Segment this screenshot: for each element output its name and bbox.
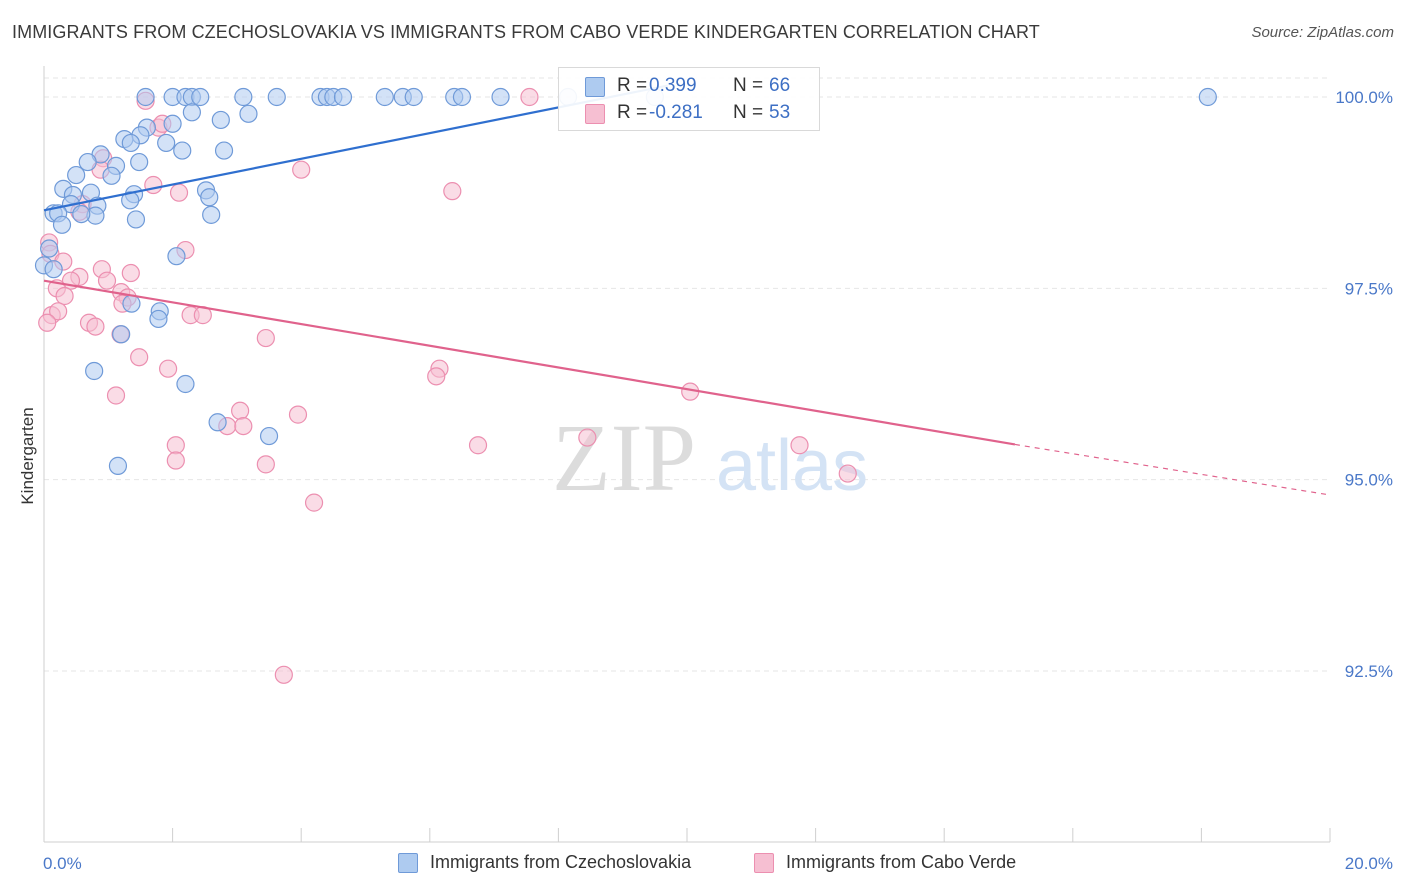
data-point-czechoslovakia bbox=[112, 325, 131, 344]
data-point-cabo-verde bbox=[443, 182, 462, 201]
data-point-cabo-verde bbox=[292, 160, 311, 179]
data-point-czechoslovakia bbox=[173, 141, 192, 160]
data-point-cabo-verde bbox=[256, 328, 275, 348]
data-point-czechoslovakia bbox=[157, 133, 176, 153]
data-point-czechoslovakia bbox=[126, 210, 146, 229]
data-point-cabo-verde bbox=[166, 451, 185, 470]
data-point-czechoslovakia bbox=[491, 87, 510, 107]
series-cabo-verde bbox=[38, 87, 857, 684]
data-point-cabo-verde bbox=[130, 348, 149, 367]
data-point-czechoslovakia bbox=[234, 87, 253, 107]
data-point-czechoslovakia bbox=[333, 87, 353, 107]
data-point-czechoslovakia bbox=[78, 152, 97, 172]
data-point-czechoslovakia bbox=[404, 87, 423, 107]
data-point-czechoslovakia bbox=[163, 114, 182, 133]
legend-swatch-blue bbox=[585, 77, 605, 97]
stats-legend: R = 0.399 N = 66 R = -0.281 N = 53 bbox=[558, 67, 820, 131]
data-point-czechoslovakia bbox=[108, 456, 128, 475]
data-point-czechoslovakia bbox=[67, 165, 86, 185]
legend-n-label: N = bbox=[733, 102, 764, 123]
data-point-czechoslovakia bbox=[72, 204, 91, 224]
legend-swatch-pink bbox=[754, 853, 774, 873]
watermark-zip: ZIP bbox=[552, 404, 696, 511]
data-point-cabo-verde bbox=[121, 263, 140, 283]
y-tick-label: 95.0% bbox=[1345, 471, 1393, 490]
data-point-czechoslovakia bbox=[191, 87, 210, 107]
data-point-cabo-verde bbox=[288, 405, 308, 424]
data-point-czechoslovakia bbox=[200, 188, 219, 207]
grid-lines bbox=[44, 77, 1330, 672]
data-point-czechoslovakia bbox=[239, 104, 258, 123]
legend-label-cabo-verde: Immigrants from Cabo Verde bbox=[786, 852, 1017, 872]
data-point-cabo-verde bbox=[106, 386, 126, 405]
data-point-czechoslovakia bbox=[259, 426, 279, 446]
data-point-cabo-verde bbox=[838, 464, 857, 483]
legend-n-value: 66 bbox=[769, 75, 791, 96]
data-point-czechoslovakia bbox=[208, 413, 227, 432]
trend-line-cabo-verde-extension bbox=[1014, 443, 1331, 496]
data-point-cabo-verde bbox=[55, 286, 74, 306]
y-tick-label: 100.0% bbox=[1335, 88, 1393, 107]
data-point-czechoslovakia bbox=[85, 361, 104, 381]
data-point-cabo-verde bbox=[231, 401, 250, 420]
data-point-czechoslovakia bbox=[176, 374, 195, 394]
y-tick-label: 92.5% bbox=[1345, 662, 1393, 681]
data-point-czechoslovakia bbox=[121, 133, 140, 153]
data-point-czechoslovakia bbox=[102, 166, 121, 185]
data-point-cabo-verde bbox=[427, 367, 446, 386]
data-point-czechoslovakia bbox=[44, 260, 63, 279]
axes bbox=[43, 66, 1331, 843]
legend-n-value: 53 bbox=[769, 102, 791, 123]
data-point-cabo-verde bbox=[166, 436, 185, 455]
legend-swatch-pink bbox=[585, 104, 605, 124]
data-point-cabo-verde bbox=[790, 436, 809, 455]
data-point-cabo-verde bbox=[169, 183, 189, 202]
data-point-cabo-verde bbox=[38, 313, 57, 332]
source-label: Source: ZipAtlas.com bbox=[1251, 24, 1394, 41]
legend-r-value: -0.281 bbox=[649, 102, 703, 123]
trend-line-cabo-verde bbox=[43, 279, 1016, 446]
data-point-cabo-verde bbox=[144, 175, 163, 195]
tick-labels: 92.5% 95.0% 97.5% 100.0% 0.0% 20.0% bbox=[43, 88, 1393, 873]
data-point-cabo-verde bbox=[578, 428, 597, 447]
data-point-cabo-verde bbox=[158, 359, 178, 378]
data-point-czechoslovakia bbox=[122, 294, 141, 313]
data-point-czechoslovakia bbox=[211, 110, 230, 130]
watermark: ZIP atlas bbox=[552, 404, 868, 511]
legend-r-label: R = bbox=[617, 75, 648, 96]
legend-r-value: 0.399 bbox=[649, 75, 697, 96]
data-point-czechoslovakia bbox=[375, 87, 394, 107]
legend-r-label: R = bbox=[617, 102, 648, 123]
data-point-czechoslovakia bbox=[121, 191, 140, 210]
legend-swatch-blue bbox=[398, 853, 418, 873]
data-point-cabo-verde bbox=[256, 455, 275, 474]
data-point-cabo-verde bbox=[304, 493, 324, 512]
data-point-cabo-verde bbox=[97, 271, 117, 290]
data-point-cabo-verde bbox=[49, 302, 68, 321]
data-point-cabo-verde bbox=[86, 317, 105, 336]
data-point-czechoslovakia bbox=[214, 141, 234, 160]
data-point-czechoslovakia bbox=[182, 103, 201, 122]
y-tick-label: 97.5% bbox=[1345, 279, 1393, 298]
data-point-czechoslovakia bbox=[202, 205, 221, 224]
data-point-cabo-verde bbox=[274, 665, 293, 684]
data-point-czechoslovakia bbox=[130, 152, 149, 172]
data-point-czechoslovakia bbox=[267, 87, 286, 107]
legend-label-czechoslovakia: Immigrants from Czechoslovakia bbox=[430, 852, 692, 872]
data-point-czechoslovakia bbox=[52, 215, 72, 234]
legend-n-label: N = bbox=[733, 75, 764, 96]
x-tick-label: 20.0% bbox=[1345, 854, 1393, 873]
data-point-czechoslovakia bbox=[452, 87, 472, 107]
data-point-cabo-verde bbox=[520, 87, 539, 107]
x-tick-label: 0.0% bbox=[43, 854, 82, 873]
data-point-czechoslovakia bbox=[149, 309, 168, 329]
data-point-czechoslovakia bbox=[1198, 87, 1217, 107]
data-point-czechoslovakia bbox=[136, 87, 155, 107]
chart-title: IMMIGRANTS FROM CZECHOSLOVAKIA VS IMMIGR… bbox=[12, 22, 1040, 42]
data-point-cabo-verde bbox=[234, 416, 253, 436]
data-point-czechoslovakia bbox=[40, 239, 59, 258]
data-point-cabo-verde bbox=[468, 436, 488, 455]
data-point-czechoslovakia bbox=[167, 247, 186, 266]
